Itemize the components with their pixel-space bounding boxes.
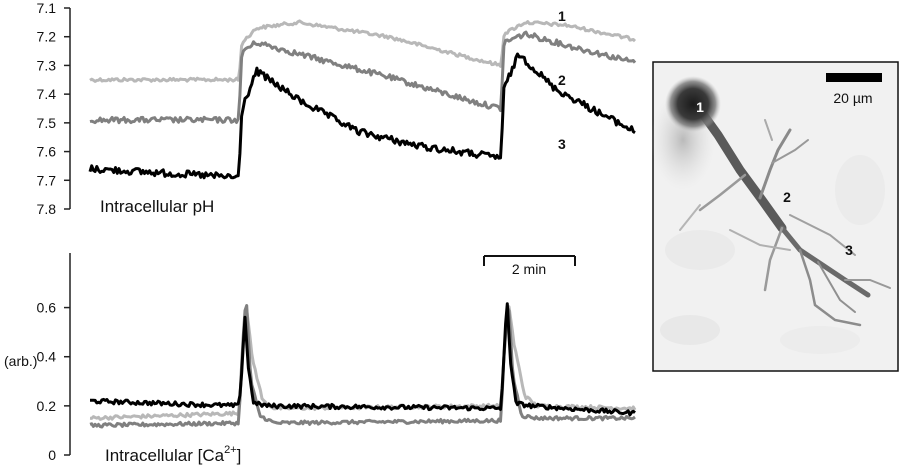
dendrite-tree: [679, 105, 891, 327]
ph-panel-title: Intracellular pH: [100, 197, 214, 216]
micrograph-scale-bar: [826, 73, 882, 82]
ph-y-tick-label: 7.7: [37, 172, 57, 188]
ca-y-axis-label: (arb.): [4, 353, 37, 369]
ph-y-tick-label: 7.8: [37, 201, 57, 217]
ca-traces: [89, 302, 637, 429]
ph-trace-label-2: 2: [558, 72, 566, 88]
ph-panel: 7.1 7.2 7.3 7.4 7.5 7.6 7.7 7.8 Intracellular p…: [37, 0, 637, 217]
ca-y-tick-label: 0: [48, 447, 56, 463]
micrograph-scale-label: 20 µm: [833, 90, 872, 106]
ca-y-tick-label: 0.4: [37, 349, 57, 365]
ph-trace-2: [89, 30, 637, 125]
ph-y-tick-label: 7.2: [37, 29, 57, 45]
time-scale-bar: 2 min: [483, 255, 576, 277]
ca-y-tick-label: 0.2: [37, 398, 57, 414]
micrograph-background-texture: [660, 155, 885, 354]
micrograph-label-2: 2: [783, 189, 791, 205]
ph-trace-label-1: 1: [558, 8, 566, 24]
ph-y-tick-label: 7.6: [37, 144, 57, 160]
soma: [665, 76, 721, 132]
ca-y-ticks: 0 0.2 0.4 0.6: [37, 300, 70, 463]
ph-trace-label-3: 3: [558, 136, 566, 152]
ph-trace-3: [88, 52, 636, 180]
micrograph-label-3: 3: [845, 242, 853, 258]
ph-y-tick-label: 7.1: [37, 0, 57, 16]
ph-y-ticks: 7.1 7.2 7.3 7.4 7.5 7.6 7.7 7.8: [37, 0, 70, 217]
ph-y-tick-label: 7.4: [37, 86, 57, 102]
ph-traces: [88, 19, 637, 180]
ph-trace-1: [89, 19, 637, 83]
micrograph-panel: 1 2 3 20 µm: [651, 61, 899, 372]
ca-trace-1: [89, 305, 637, 421]
ph-y-tick-label: 7.3: [37, 57, 57, 73]
ca-trace-3: [90, 302, 636, 417]
time-scale-label: 2 min: [512, 261, 546, 277]
ph-y-tick-label: 7.5: [37, 115, 57, 131]
ca-trace-2: [89, 304, 636, 429]
ca-panel-title: Intracellular [Ca2+]: [105, 444, 241, 465]
ca-y-tick-label: 0.6: [37, 300, 57, 316]
micrograph-label-1: 1: [696, 99, 704, 115]
ca-panel: 0 0.2 0.4 0.6 (arb.) Intracellular [Ca2+] 2…: [4, 253, 637, 465]
